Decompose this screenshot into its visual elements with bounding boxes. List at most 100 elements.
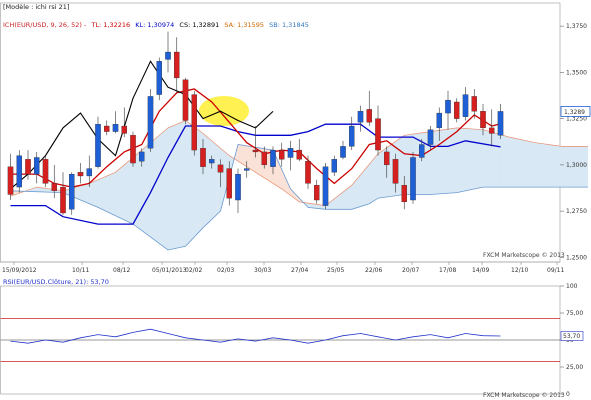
candle-body	[191, 94, 197, 151]
kumo-segment	[145, 142, 151, 238]
candle-body	[427, 129, 434, 145]
candle-body	[121, 125, 128, 134]
last-price-box	[560, 106, 591, 117]
kumo-segment	[360, 169, 366, 207]
kumo-segment	[347, 184, 352, 210]
kumo-segment	[548, 144, 554, 188]
kumo-segment	[202, 133, 208, 229]
candle-body	[104, 125, 110, 132]
kumo-segment	[474, 128, 479, 190]
kumo-segment	[242, 145, 247, 167]
candle-body	[348, 125, 355, 147]
candle-body	[208, 159, 215, 164]
candle-body	[322, 166, 329, 206]
kumo-segment	[500, 134, 506, 188]
rsi-tick-label: 75,00	[566, 310, 583, 317]
candle-body	[331, 159, 337, 173]
kumo-segment	[137, 149, 142, 231]
candle-body	[462, 94, 469, 117]
kumo-segment	[369, 158, 374, 204]
kumo-segment	[504, 135, 510, 188]
kumo-segment	[93, 179, 99, 208]
kumo-segment	[522, 139, 527, 188]
kumo-segment	[535, 142, 541, 188]
kumo-segment	[80, 184, 86, 203]
candle-body	[165, 51, 171, 60]
candle-body	[217, 164, 224, 173]
kumo-segment	[128, 157, 134, 225]
rsi-last-value-label: 53,70	[563, 333, 580, 340]
legend-chikou: CS: 1,32891	[179, 21, 220, 29]
time-tick-label: 22/06	[365, 267, 382, 274]
candle-body	[86, 168, 93, 177]
kumo-segment	[237, 144, 243, 165]
time-tick-label: 25/05	[327, 267, 344, 274]
candle-body	[296, 149, 302, 160]
kumo-segment	[456, 127, 462, 193]
kumo-segment	[246, 145, 252, 170]
candle-body	[270, 149, 276, 167]
legend-senkou-b: SB: 1,31845	[269, 21, 309, 29]
candle-body	[243, 168, 250, 171]
kumo-segment	[89, 181, 94, 206]
senkou-span-a-line	[10, 120, 588, 206]
time-tick-label: 08/12	[113, 267, 130, 274]
kumo-segment	[557, 145, 562, 188]
kumo-segment	[469, 128, 475, 191]
time-tick-label: 02/03	[217, 267, 234, 274]
highlight-ellipse	[199, 96, 249, 126]
kumo-segment	[167, 125, 173, 251]
candle-body	[182, 79, 189, 121]
candle-body	[488, 127, 495, 134]
price-tick-label: 1,2750	[566, 208, 587, 215]
rsi-legend: RSI(EUR/USD.Clôture, 21): 53,70	[3, 278, 109, 286]
kumo-segment	[97, 177, 103, 210]
candle-body	[445, 99, 451, 114]
candle-body	[278, 149, 285, 160]
time-tick-label: 20/07	[402, 267, 419, 274]
ichimoku-legend: ICH(EUR/USD, 9, 26, 52) - TL: 1,32216 KL…	[3, 12, 309, 31]
candle-body	[156, 61, 162, 95]
candle-body	[173, 51, 180, 79]
kumo-segment	[154, 134, 160, 244]
kumo-segment	[509, 136, 514, 188]
kumo-segment	[106, 173, 112, 214]
kumo-segment	[539, 143, 545, 188]
model-label: [Modèle : ichi rsi 21]	[3, 3, 70, 11]
kumo-segment	[159, 131, 164, 248]
candle-body	[375, 118, 381, 151]
time-tick-label: 17/08	[439, 267, 456, 274]
candle-body	[112, 124, 119, 132]
kumo-segment	[281, 169, 287, 193]
rsi-tick-label: 100	[566, 283, 578, 290]
legend-kijun: KL: 1,30974	[135, 21, 175, 29]
kumo-segment	[478, 129, 484, 189]
kumo-segment	[119, 164, 125, 221]
candle-body	[51, 183, 58, 191]
candle-body	[42, 159, 49, 184]
price-tick-label: 1,3250	[566, 116, 587, 123]
candle-body	[252, 149, 259, 153]
candle-body	[235, 173, 241, 201]
time-tick-label: 02/02	[185, 267, 202, 274]
candle-body	[480, 111, 486, 129]
candle-body	[287, 148, 294, 158]
time-tick-label: 15/09/2012	[2, 267, 37, 274]
kumo-segment	[552, 144, 558, 188]
kumo-segment	[460, 128, 466, 192]
kumo-segment	[364, 163, 370, 206]
kumo-segment	[163, 127, 169, 251]
kumo-segment	[487, 130, 492, 188]
kumo-segment	[124, 160, 129, 223]
candle-body	[471, 96, 477, 112]
kumo-segment	[482, 129, 488, 188]
candle-body	[60, 186, 66, 214]
candle-body	[69, 173, 75, 210]
axes: 1,3750 1,3500 1,3250 1,3000 1,2750 1,2500 1,32…	[0, 23, 591, 274]
rsi-last-value-box	[560, 331, 584, 341]
candle-body	[147, 96, 154, 149]
candle-body	[313, 185, 320, 201]
legend-tenkan: TL: 1,32216	[91, 21, 131, 29]
